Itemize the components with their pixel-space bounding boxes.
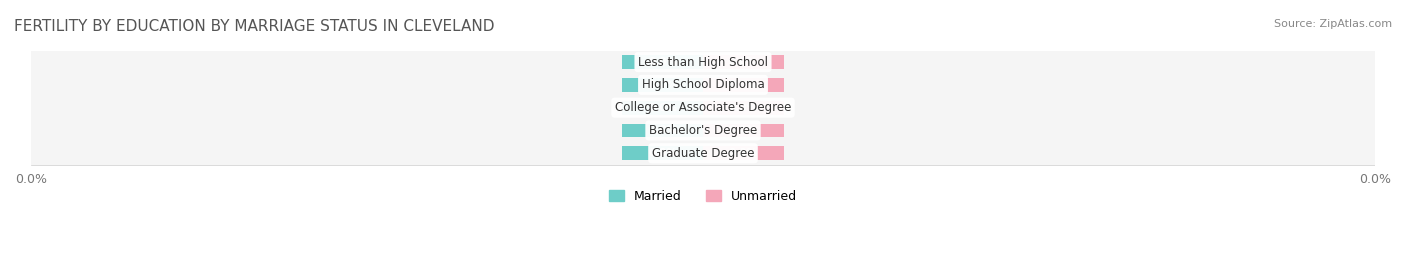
Text: 0.0%: 0.0% bbox=[648, 148, 678, 158]
Bar bbox=[623, 55, 703, 69]
Bar bbox=[623, 146, 703, 160]
Bar bbox=[623, 101, 703, 115]
Text: Bachelor's Degree: Bachelor's Degree bbox=[650, 124, 756, 137]
Text: Source: ZipAtlas.com: Source: ZipAtlas.com bbox=[1274, 19, 1392, 29]
Bar bbox=[703, 146, 783, 160]
Bar bbox=[623, 78, 703, 92]
Text: 0.0%: 0.0% bbox=[648, 80, 678, 90]
Text: FERTILITY BY EDUCATION BY MARRIAGE STATUS IN CLEVELAND: FERTILITY BY EDUCATION BY MARRIAGE STATU… bbox=[14, 19, 495, 34]
Text: 0.0%: 0.0% bbox=[728, 125, 758, 136]
Text: 0.0%: 0.0% bbox=[648, 57, 678, 67]
Bar bbox=[31, 73, 1375, 96]
Bar bbox=[31, 51, 1375, 73]
Text: 0.0%: 0.0% bbox=[648, 103, 678, 113]
Text: 0.0%: 0.0% bbox=[728, 148, 758, 158]
Text: Graduate Degree: Graduate Degree bbox=[652, 147, 754, 160]
Bar bbox=[703, 101, 783, 115]
Legend: Married, Unmarried: Married, Unmarried bbox=[603, 185, 803, 208]
Bar bbox=[31, 119, 1375, 142]
Text: College or Associate's Degree: College or Associate's Degree bbox=[614, 101, 792, 114]
Text: 0.0%: 0.0% bbox=[648, 125, 678, 136]
Text: High School Diploma: High School Diploma bbox=[641, 78, 765, 91]
Bar bbox=[703, 55, 783, 69]
Bar bbox=[703, 124, 783, 137]
Bar bbox=[623, 124, 703, 137]
Text: 0.0%: 0.0% bbox=[728, 80, 758, 90]
Text: 0.0%: 0.0% bbox=[728, 57, 758, 67]
Text: 0.0%: 0.0% bbox=[728, 103, 758, 113]
Text: Less than High School: Less than High School bbox=[638, 56, 768, 69]
Bar bbox=[703, 78, 783, 92]
Bar bbox=[31, 96, 1375, 119]
Bar bbox=[31, 142, 1375, 165]
